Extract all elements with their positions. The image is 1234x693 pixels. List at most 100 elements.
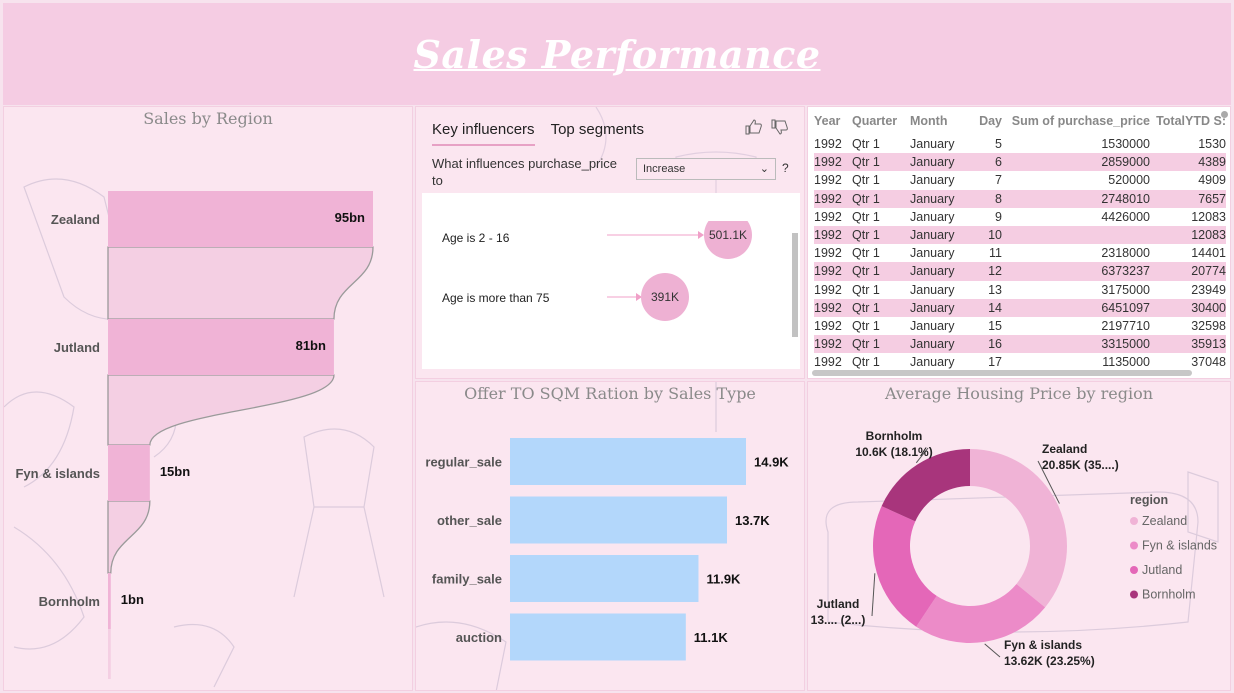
category-label: family_sale xyxy=(432,572,502,587)
table-cell: January xyxy=(910,282,955,297)
data-label: Bornholm xyxy=(866,429,923,443)
column-header[interactable]: Day xyxy=(979,114,1002,128)
data-label: 1bn xyxy=(121,592,144,607)
key-influencers-panel[interactable]: Key influencers Top segments What influe… xyxy=(415,106,805,379)
table-cell: 6373237 xyxy=(1002,262,1150,281)
table-cell: 3315000 xyxy=(1002,335,1150,354)
column-header[interactable]: Year xyxy=(814,114,841,128)
table-row[interactable]: 1992 Qtr 1 January 8 2748010 7657 xyxy=(814,189,1226,208)
table-row[interactable]: 1992 Qtr 1 January 10 12083 xyxy=(814,225,1226,245)
offer-sqm-title: Offer TO SQM Ration by Sales Type xyxy=(464,384,756,403)
sales-by-region-panel[interactable]: Sales by Region Zealand 95bn Jutland 81bn Fy… xyxy=(3,106,413,691)
table-row[interactable]: 1992 Qtr 1 January 12 6373237 20774 xyxy=(814,262,1226,281)
table-cell: 2197710 xyxy=(1101,318,1150,333)
ki-scrollbar[interactable] xyxy=(792,233,798,337)
table-cell: Qtr 1 xyxy=(852,137,880,152)
legend-item[interactable]: Bornholm xyxy=(1142,588,1196,602)
bar[interactable] xyxy=(510,438,746,485)
thumbs-up-icon[interactable] xyxy=(744,119,762,135)
table-scrollbar[interactable] xyxy=(812,370,1192,376)
influencer-label[interactable]: Age is more than 75 xyxy=(442,291,550,305)
donut-slice[interactable] xyxy=(873,506,937,627)
sales-table-panel[interactable]: Year Quarter Month Day Sum of purchase_p… xyxy=(807,106,1231,379)
table-row[interactable]: 1992 Qtr 1 January 6 2859000 4389 xyxy=(814,153,1226,172)
leader-line xyxy=(915,447,929,464)
table-header-row: Year Quarter Month Day Sum of purchase_p… xyxy=(814,107,1226,135)
table-cell: Qtr 1 xyxy=(852,282,880,297)
legend-marker xyxy=(1130,517,1138,525)
influencer-label[interactable]: Age is 2 - 16 xyxy=(442,231,510,245)
funnel-bar[interactable] xyxy=(108,573,111,629)
table-cell: 1992 xyxy=(814,335,852,354)
table-row[interactable]: 1992 Qtr 1 January 17 1135000 37048 xyxy=(814,353,1226,371)
table-cell: 4426000 xyxy=(1101,209,1150,224)
column-header[interactable]: Quarter xyxy=(852,114,898,128)
table-cell: 1992 xyxy=(814,209,842,224)
table-cell: January xyxy=(910,137,955,152)
data-label: 20.85K (35....) xyxy=(1042,458,1119,472)
table-row[interactable]: 1992 Qtr 1 January 14 6451097 30400 xyxy=(814,298,1226,317)
table-row[interactable]: 1992 Qtr 1 January 13 3175000 23949 xyxy=(814,281,1226,299)
tab-top-segments[interactable]: Top segments xyxy=(550,121,644,138)
table-row[interactable]: 1992 Qtr 1 January 15 2197710 32598 xyxy=(814,317,1226,335)
more-options-icon[interactable] xyxy=(1221,111,1228,118)
table-cell: Qtr 1 xyxy=(852,209,880,224)
thumbs-down-icon[interactable] xyxy=(770,119,788,135)
influencer-bubble[interactable]: 501.1K xyxy=(602,221,782,277)
table-cell: January xyxy=(910,153,966,172)
influencer-bubble[interactable]: 391K xyxy=(602,273,722,329)
help-icon[interactable]: ? xyxy=(782,161,789,175)
legend-item[interactable]: Fyn & islands xyxy=(1142,539,1217,553)
legend-item[interactable]: Jutland xyxy=(1142,563,1182,577)
table-cell: 10 xyxy=(966,225,1002,245)
table-cell: Qtr 1 xyxy=(852,246,880,261)
avg-housing-panel[interactable]: Average Housing Price by region Zealand 2… xyxy=(807,381,1231,691)
table-cell: 2859000 xyxy=(1002,153,1150,172)
table-row[interactable]: 1992 Qtr 1 January 11 2318000 14401 xyxy=(814,244,1226,262)
category-label: other_sale xyxy=(437,513,502,528)
table-cell: 12 xyxy=(966,262,1002,281)
data-label: 13.... (2...) xyxy=(811,613,866,627)
funnel-bar[interactable] xyxy=(108,191,373,247)
table-cell: Qtr 1 xyxy=(852,225,910,245)
funnel-bar[interactable] xyxy=(108,319,334,375)
leader-line xyxy=(984,643,1001,658)
funnel-connector xyxy=(108,629,111,679)
table-cell: 1530 xyxy=(1198,137,1226,152)
table-cell: Qtr 1 xyxy=(852,355,880,370)
table-cell: 1992 xyxy=(814,262,852,281)
data-label: 95bn xyxy=(335,210,365,225)
table-cell: 13 xyxy=(988,282,1002,297)
donut-slice[interactable] xyxy=(881,449,970,522)
bar[interactable] xyxy=(510,555,699,602)
column-header[interactable]: Sum of purchase_price xyxy=(1011,114,1150,128)
table-cell: January xyxy=(910,173,955,188)
offer-sqm-panel[interactable]: Offer TO SQM Ration by Sales Type regula… xyxy=(415,381,805,691)
bar[interactable] xyxy=(510,496,727,544)
influencer-value: 501.1K xyxy=(709,228,747,242)
table-cell: 20774 xyxy=(1150,262,1226,281)
direction-select[interactable]: Increase ⌄ xyxy=(636,158,776,180)
table-cell: 7657 xyxy=(1150,189,1226,208)
category-label: Jutland xyxy=(54,340,100,355)
data-label: Fyn & islands xyxy=(1004,638,1082,652)
legend-item[interactable]: Zealand xyxy=(1142,514,1187,528)
column-header[interactable]: Month xyxy=(910,114,948,128)
table-cell: 1135000 xyxy=(1102,355,1150,370)
donut-slice[interactable] xyxy=(916,583,1046,643)
table-row[interactable]: 1992 Qtr 1 January 16 3315000 35913 xyxy=(814,335,1226,354)
table-row[interactable]: 1992 Qtr 1 January 9 4426000 12083 xyxy=(814,208,1226,226)
table-row[interactable]: 1992 Qtr 1 January 5 1530000 1530 xyxy=(814,135,1226,153)
column-header[interactable]: TotalYTD S: xyxy=(1156,114,1226,128)
bar[interactable] xyxy=(510,613,686,661)
tab-key-influencers[interactable]: Key influencers xyxy=(432,121,535,146)
table-cell: 1992 xyxy=(814,282,842,297)
table-cell: 8 xyxy=(966,189,1002,208)
category-label: Bornholm xyxy=(39,594,100,609)
table-cell: 15 xyxy=(988,318,1002,333)
table-row[interactable]: 1992 Qtr 1 January 7 520000 4909 xyxy=(814,171,1226,189)
header-banner: Sales Performance xyxy=(3,3,1231,105)
donut-slice[interactable] xyxy=(970,449,1067,608)
funnel-bar[interactable] xyxy=(108,445,150,501)
